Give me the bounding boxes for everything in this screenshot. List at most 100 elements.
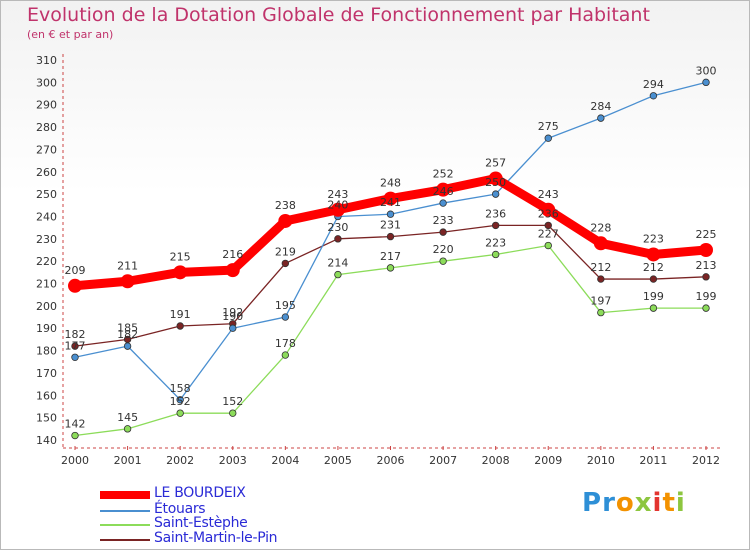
data-point [386,264,395,272]
data-label: 219 [275,245,296,258]
data-point [597,114,605,122]
data-point [281,313,290,321]
data-label: 240 [327,198,348,211]
x-tick-label: 2008 [482,454,510,467]
data-point [68,278,82,293]
data-point [281,259,290,268]
data-point [71,431,79,440]
data-point [544,134,552,142]
data-label: 209 [65,264,86,277]
data-label: 195 [275,299,296,312]
data-label: 192 [222,306,243,319]
data-label: 214 [327,257,348,270]
logo-letter: o [615,488,635,518]
data-point [488,171,503,186]
data-point [176,409,184,417]
data-label: 211 [117,259,138,272]
y-tick-label: 140 [36,434,57,447]
data-label: 236 [485,207,506,220]
y-tick-label: 310 [36,54,57,67]
data-label: 252 [433,168,454,181]
data-point [541,202,556,217]
x-tick-label: 2002 [166,454,194,467]
data-label: 191 [170,308,191,321]
y-tick-label: 180 [36,345,57,358]
y-tick-label: 280 [36,121,57,134]
data-point [597,275,605,283]
x-tick-label: 2009 [534,454,562,467]
data-label: 223 [485,236,506,249]
chart-subtitle: (en € et par an) [27,28,114,41]
data-point [593,236,608,251]
data-point [649,275,658,283]
data-point [702,273,710,281]
data-label: 158 [170,382,191,395]
data-point [176,396,184,404]
legend-swatch [100,539,150,541]
legend-swatch [100,524,150,526]
data-point [173,265,188,280]
y-tick-label: 270 [36,143,57,156]
data-point [386,210,395,218]
data-label: 152 [222,395,243,408]
data-point [702,304,710,312]
data-point [334,270,342,279]
data-point [439,199,447,207]
data-label: 225 [696,228,717,241]
y-tick-label: 290 [36,99,57,112]
data-label: 233 [433,214,454,227]
proxiti-logo: Proxiti [582,488,686,518]
data-label: 236 [538,207,559,220]
y-tick-label: 240 [36,210,57,223]
data-label: 223 [643,232,664,245]
data-label: 241 [380,196,401,209]
y-tick-label: 160 [36,389,57,402]
x-tick-label: 2007 [429,454,457,467]
data-point [330,202,345,217]
data-point [123,342,132,350]
data-label: 243 [327,188,348,201]
y-tick-label: 300 [36,76,57,89]
data-label: 220 [433,243,454,256]
data-label: 215 [170,250,191,263]
data-point [334,235,342,243]
data-point [229,324,237,332]
data-label: 284 [590,100,611,113]
logo-letter: t [662,488,676,518]
data-label: 216 [222,248,243,261]
y-tick-label: 230 [36,233,57,246]
data-point [278,213,293,228]
x-tick-label: 2011 [639,454,667,467]
x-tick-label: 2005 [324,454,352,467]
data-label: 142 [65,418,86,431]
data-point [439,228,447,236]
y-tick-label: 250 [36,188,57,201]
data-label: 182 [65,328,86,341]
y-tick-label: 150 [36,412,57,425]
data-point [386,232,395,241]
legend-swatch [100,510,150,512]
data-label: 182 [117,328,138,341]
axes: 140 150 160 170 180 190 200 210 220 230 240 250 260 2… [36,54,722,467]
data-point [491,250,500,259]
data-point [436,182,451,197]
data-point [229,409,237,417]
data-point [225,263,240,278]
data-labels-layer: 142 145 152 152 178 214 217 220 223 227 197 199 199 1… [65,64,717,430]
data-label: 199 [643,290,664,303]
data-label: 185 [117,321,138,334]
y-tick-label: 260 [36,166,57,179]
data-label: 294 [643,78,664,91]
data-point [491,221,500,230]
data-label: 213 [696,259,717,272]
data-label: 238 [275,199,296,212]
data-label: 227 [538,228,559,241]
x-tick-label: 2001 [114,454,142,467]
data-label: 212 [590,261,611,274]
logo-letter: P [582,488,603,518]
data-label: 257 [485,156,506,169]
data-point [71,342,79,350]
x-tick-label: 2006 [377,454,405,467]
data-point [649,92,658,100]
data-label: 197 [590,295,611,308]
